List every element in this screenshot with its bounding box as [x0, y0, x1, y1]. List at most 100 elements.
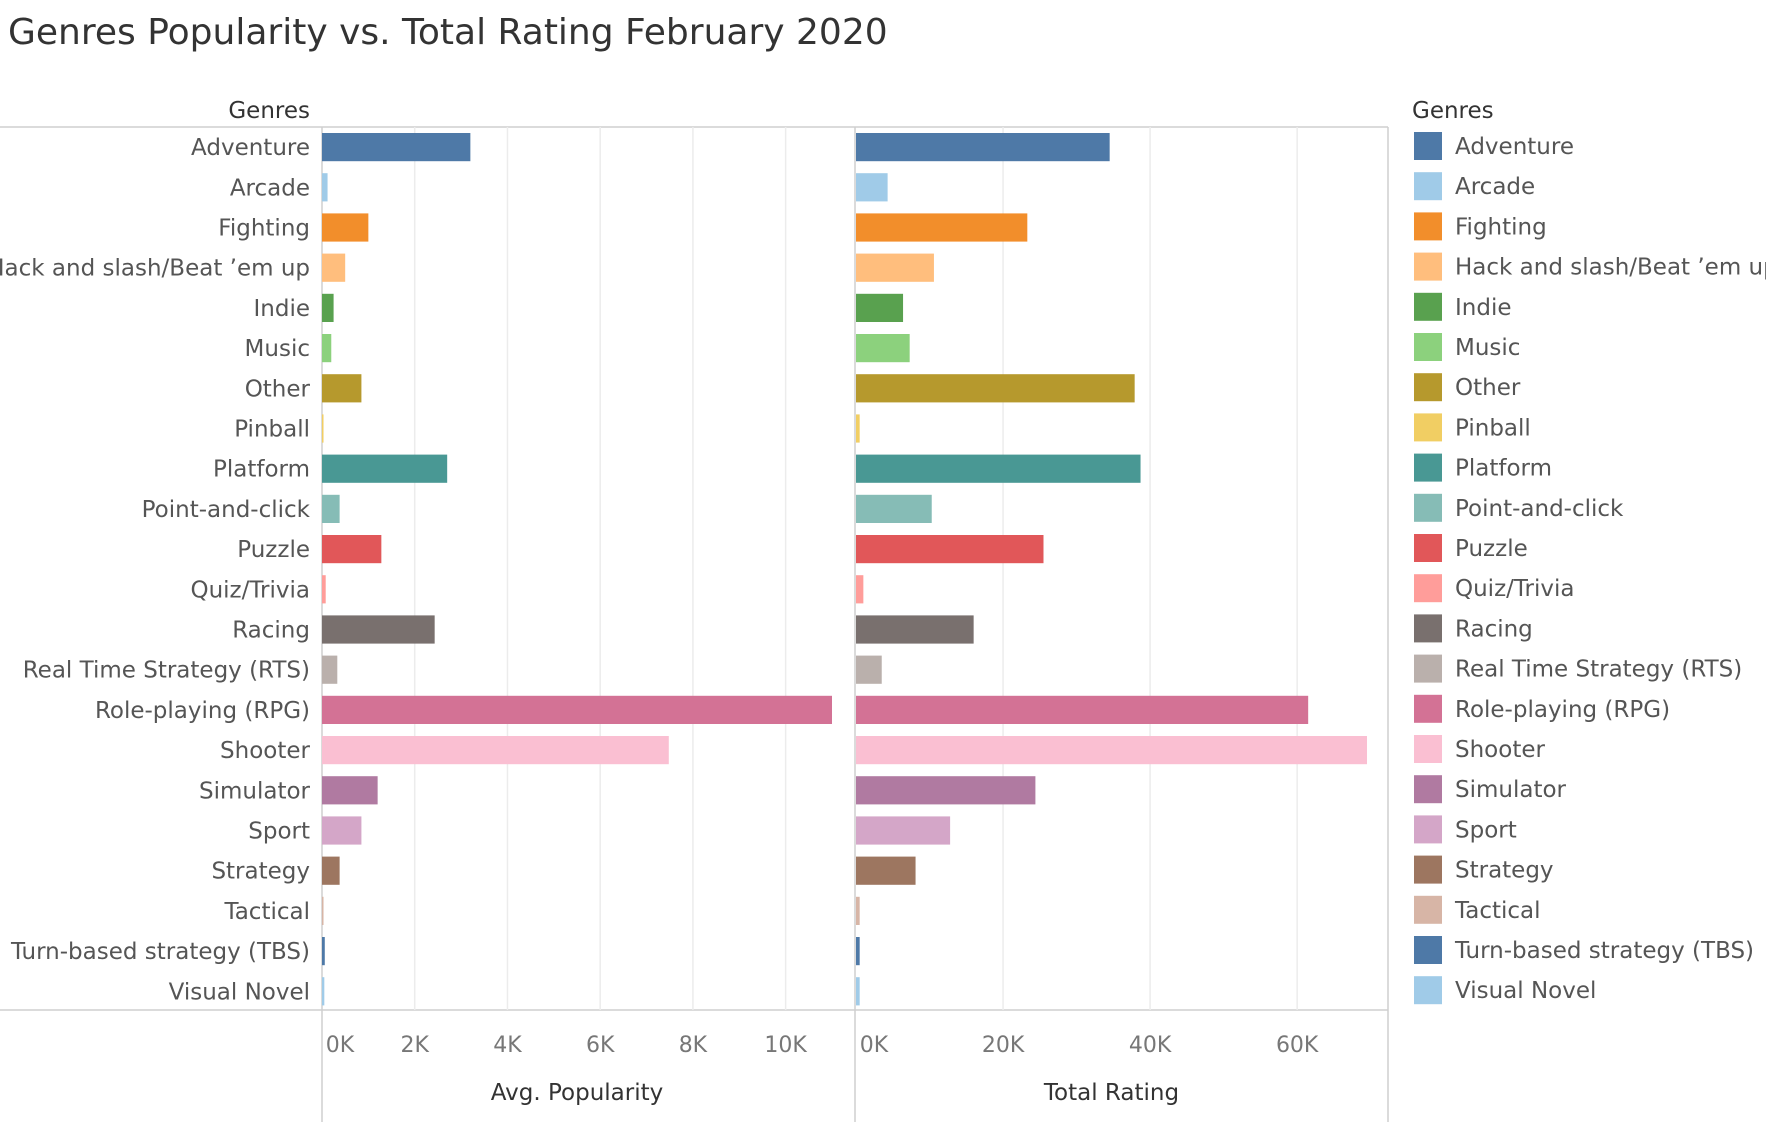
bar-total-rating-arcade — [856, 173, 888, 202]
legend-item-pinball: Pinball — [1455, 415, 1531, 441]
legend-item-fighting: Fighting — [1455, 214, 1547, 240]
bar-avg-popularity-point-and-click — [322, 494, 340, 523]
bar-total-rating-fighting — [856, 213, 1028, 242]
bar-total-rating-pinball — [856, 414, 860, 443]
row-label-hack-and-slash-beat-em-up: Hack and slash/Beat ’em up — [0, 256, 310, 282]
legend-swatch-sport — [1414, 815, 1442, 844]
bar-avg-popularity-turn-based-strategy-tbs — [322, 937, 325, 966]
legend-swatch-puzzle — [1414, 534, 1442, 562]
legend-item-platform: Platform — [1455, 456, 1552, 482]
row-label-shooter: Shooter — [220, 738, 310, 764]
legend-swatch-shooter — [1414, 735, 1442, 763]
bar-avg-popularity-adventure — [322, 133, 471, 162]
legend-item-point-and-click: Point-and-click — [1455, 496, 1624, 522]
bar-total-rating-visual-novel — [856, 977, 860, 1006]
tick-label-total-rating-2: 40K — [1129, 1033, 1172, 1058]
legend-swatch-visual-novel — [1414, 976, 1442, 1005]
bar-total-rating-sport — [856, 816, 951, 845]
row-label-other: Other — [245, 376, 311, 402]
bar-avg-popularity-role-playing-rpg — [322, 695, 832, 724]
bar-avg-popularity-racing — [322, 615, 435, 644]
row-label-quiz-trivia: Quiz/Trivia — [190, 577, 310, 603]
row-label-tactical: Tactical — [223, 899, 310, 925]
legend-item-other: Other — [1455, 375, 1521, 401]
bar-avg-popularity-fighting — [322, 213, 369, 242]
legend-title: Genres — [1412, 98, 1494, 124]
bar-avg-popularity-sport — [322, 816, 362, 845]
legend-item-arcade: Arcade — [1455, 174, 1535, 200]
row-label-arcade: Arcade — [230, 175, 310, 201]
legend-swatch-indie — [1414, 292, 1442, 321]
legend-item-adventure: Adventure — [1455, 134, 1574, 160]
legend-item-puzzle: Puzzle — [1455, 536, 1528, 562]
legend-item-visual-novel: Visual Novel — [1455, 978, 1596, 1004]
bar-avg-popularity-arcade — [322, 173, 328, 202]
legend-item-indie: Indie — [1455, 295, 1512, 321]
legend-swatch-point-and-click — [1414, 493, 1442, 522]
row-label-fighting: Fighting — [218, 216, 310, 242]
legend-swatch-turn-based-strategy-tbs — [1414, 936, 1442, 964]
bar-total-rating-tactical — [856, 896, 860, 925]
tick-label-total-rating-0: 0K — [860, 1033, 889, 1058]
legend-swatch-arcade — [1414, 172, 1442, 201]
axis-title-total-rating: Total Rating — [1043, 1080, 1179, 1106]
legend-swatch-strategy — [1414, 855, 1442, 884]
bar-avg-popularity-indie — [322, 293, 334, 322]
bar-total-rating-shooter — [856, 736, 1367, 765]
row-label-simulator: Simulator — [199, 778, 311, 804]
legend-item-tactical: Tactical — [1454, 898, 1541, 924]
legend-swatch-music — [1414, 333, 1442, 361]
row-label-platform: Platform — [213, 457, 310, 483]
bar-total-rating-platform — [856, 454, 1141, 483]
bar-total-rating-adventure — [856, 133, 1110, 162]
bar-avg-popularity-platform — [322, 454, 448, 483]
legend-item-real-time-strategy-rts: Real Time Strategy (RTS) — [1455, 657, 1742, 683]
chart-title: Genres Popularity vs. Total Rating Febru… — [8, 12, 888, 53]
legend-swatch-adventure — [1414, 132, 1442, 160]
row-label-visual-novel: Visual Novel — [169, 979, 310, 1005]
bar-avg-popularity-real-time-strategy-rts — [322, 655, 338, 684]
row-label-indie: Indie — [253, 296, 310, 322]
legend-swatch-quiz-trivia — [1414, 574, 1442, 603]
legend-swatch-hack-and-slash-beat-em-up — [1414, 252, 1442, 281]
legend-item-shooter: Shooter — [1455, 737, 1545, 763]
tick-label-total-rating-1: 20K — [982, 1033, 1025, 1058]
bar-total-rating-puzzle — [856, 535, 1044, 564]
bar-total-rating-turn-based-strategy-tbs — [856, 937, 860, 966]
legend-swatch-tactical — [1414, 895, 1442, 924]
tick-label-avg-popularity-1: 2K — [401, 1033, 430, 1058]
bar-total-rating-hack-and-slash-beat-em-up — [856, 253, 934, 282]
legend-item-hack-and-slash-beat-em-up: Hack and slash/Beat ’em up — [1455, 255, 1766, 281]
grid-lines — [413, 127, 1298, 1010]
legend-item-racing: Racing — [1455, 616, 1533, 642]
legend-swatch-pinball — [1414, 413, 1442, 442]
bar-avg-popularity-hack-and-slash-beat-em-up — [322, 253, 346, 282]
row-label-point-and-click: Point-and-click — [142, 497, 311, 523]
row-label-pinball: Pinball — [234, 417, 310, 443]
row-label-strategy: Strategy — [211, 859, 310, 885]
legend-swatch-other — [1414, 373, 1442, 402]
bar-avg-popularity-music — [322, 334, 332, 363]
row-label-adventure: Adventure — [191, 135, 310, 161]
row-label-racing: Racing — [232, 618, 310, 644]
axes: 0K 2K 4K 6K 8K 10K Avg. Popularity 0K 20K 40K 60K T… — [326, 1033, 1319, 1106]
row-label-turn-based-strategy-tbs: Turn-based strategy (TBS) — [10, 939, 310, 965]
bar-avg-popularity-pinball — [322, 414, 324, 443]
bar-total-rating-real-time-strategy-rts — [856, 655, 882, 684]
legend-item-role-playing-rpg: Role-playing (RPG) — [1455, 697, 1670, 723]
bar-avg-popularity-shooter — [322, 736, 669, 765]
row-label-sport: Sport — [248, 819, 310, 845]
bar-total-rating-role-playing-rpg — [856, 695, 1309, 724]
axis-title-avg-popularity: Avg. Popularity — [491, 1080, 663, 1106]
bar-avg-popularity-tactical — [322, 896, 324, 925]
bar-avg-popularity-strategy — [322, 856, 340, 885]
bar-avg-popularity-quiz-trivia — [322, 575, 326, 604]
bar-total-rating-simulator — [856, 776, 1036, 805]
tick-label-avg-popularity-5: 10K — [764, 1033, 807, 1058]
legend[interactable]: Adventure Arcade Fighting Hack and slash/Be… — [1414, 132, 1766, 1005]
legend-item-turn-based-strategy-tbs: Turn-based strategy (TBS) — [1454, 938, 1754, 964]
row-label-role-playing-rpg: Role-playing (RPG) — [95, 698, 310, 724]
bar-total-rating-point-and-click — [856, 494, 932, 523]
legend-swatch-racing — [1414, 614, 1442, 643]
